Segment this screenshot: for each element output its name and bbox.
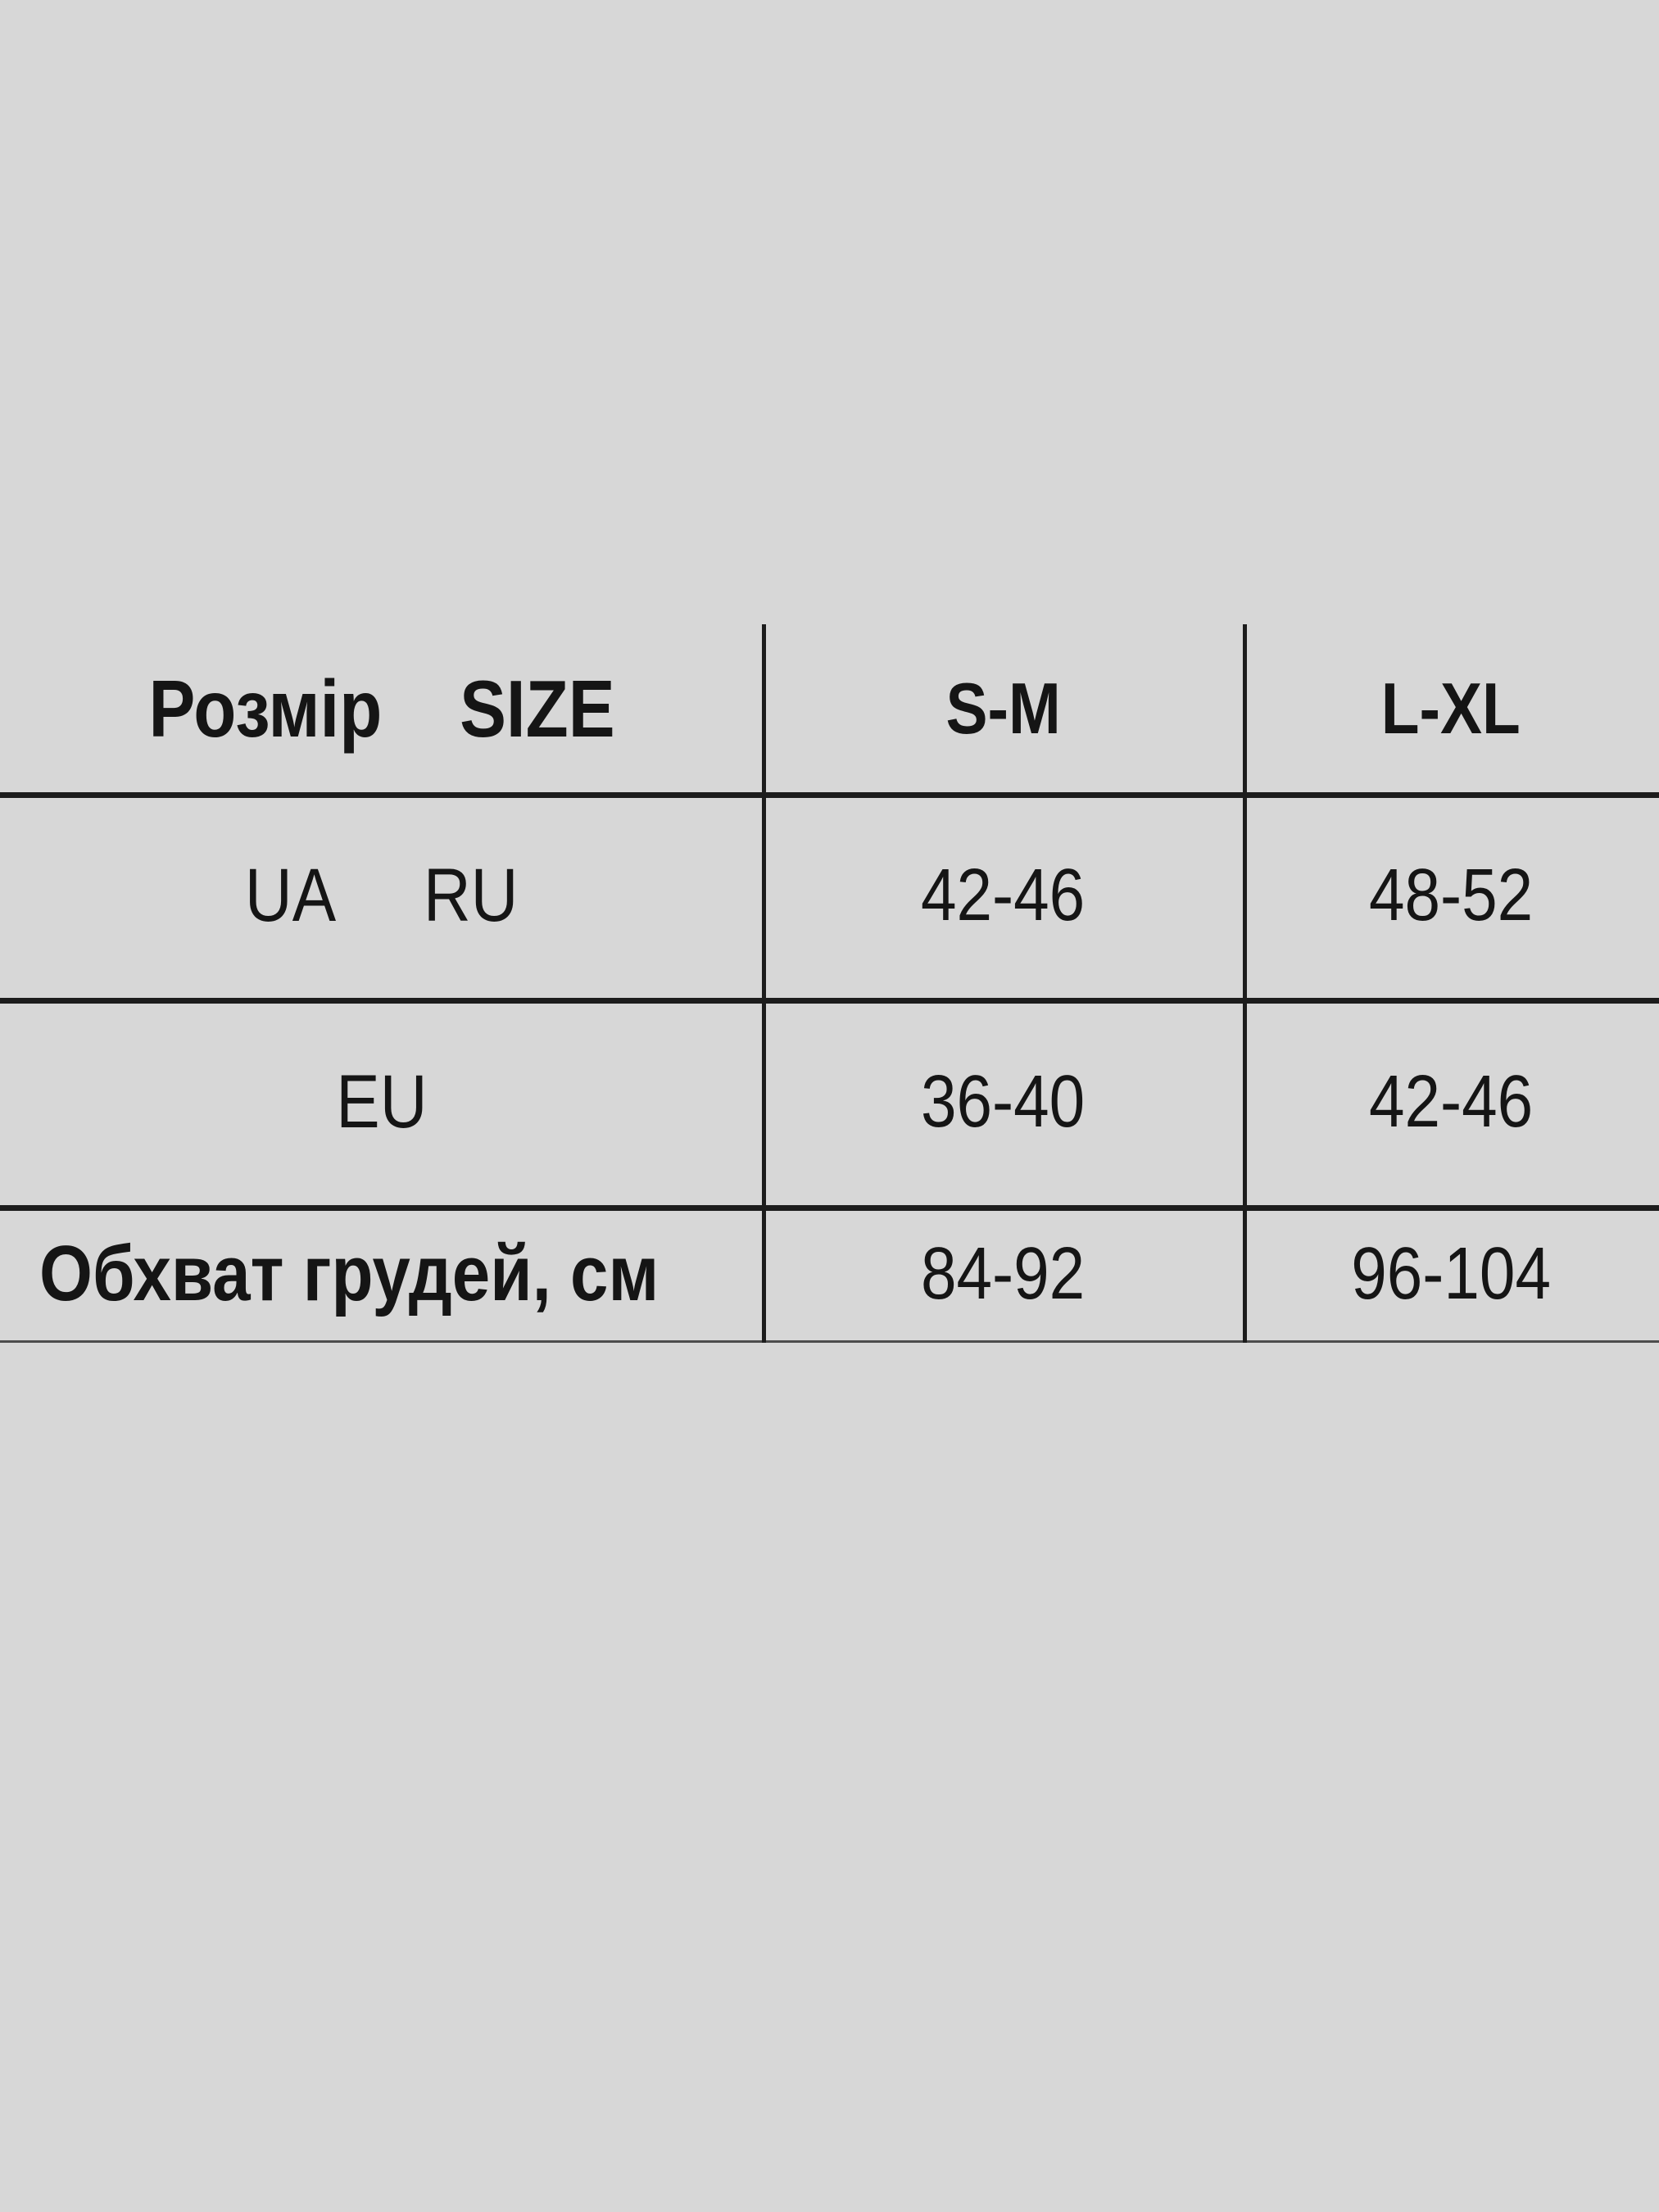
row-chest-sm-value: 84-92 [921,1232,1086,1315]
header-sm-label: S-M [945,667,1061,749]
row-chest-label: Обхват грудей, см [39,1229,660,1317]
row-ua-ru-label: UA RU [245,853,519,937]
row-eu-label-cell: EU [0,998,764,1205]
header-lxl-label: L-XL [1380,667,1521,749]
header-cell-size: Розмір SIZE [0,624,764,792]
row-ua-ru-sm-cell: 42-46 [764,792,1243,998]
row-eu-sm-value: 36-40 [921,1060,1086,1143]
row-chest-lxl-value: 96-104 [1351,1232,1551,1315]
row-chest-lxl-cell: 96-104 [1243,1205,1659,1342]
table-column-divider-left [762,624,766,1343]
row-eu-label: EU [336,1059,428,1144]
header-cell-lxl: L-XL [1243,624,1659,792]
row-chest-sm-cell: 84-92 [764,1205,1243,1342]
table-rule-below-ua-ru [0,998,1659,1004]
table-rule-bottom [0,1340,1659,1343]
row-ua-ru-lxl-cell: 48-52 [1243,792,1659,998]
table-column-divider-right [1243,624,1247,1343]
row-ua-ru-sm-value: 42-46 [921,854,1086,936]
table-rule-below-header [0,792,1659,798]
header-size-label: Розмір SIZE [148,663,615,754]
header-cell-sm: S-M [764,624,1243,792]
row-eu-sm-cell: 36-40 [764,998,1243,1205]
row-eu-lxl-value: 42-46 [1368,1060,1534,1143]
row-ua-ru-lxl-value: 48-52 [1368,854,1534,936]
row-eu-lxl-cell: 42-46 [1243,998,1659,1205]
row-chest-label-cell: Обхват грудей, см [0,1205,764,1342]
row-ua-ru-label-cell: UA RU [0,792,764,998]
table-rule-below-eu [0,1205,1659,1211]
size-table: Розмір SIZE S-M L-XL UA RU 42-46 48-52 E… [0,624,1659,1342]
